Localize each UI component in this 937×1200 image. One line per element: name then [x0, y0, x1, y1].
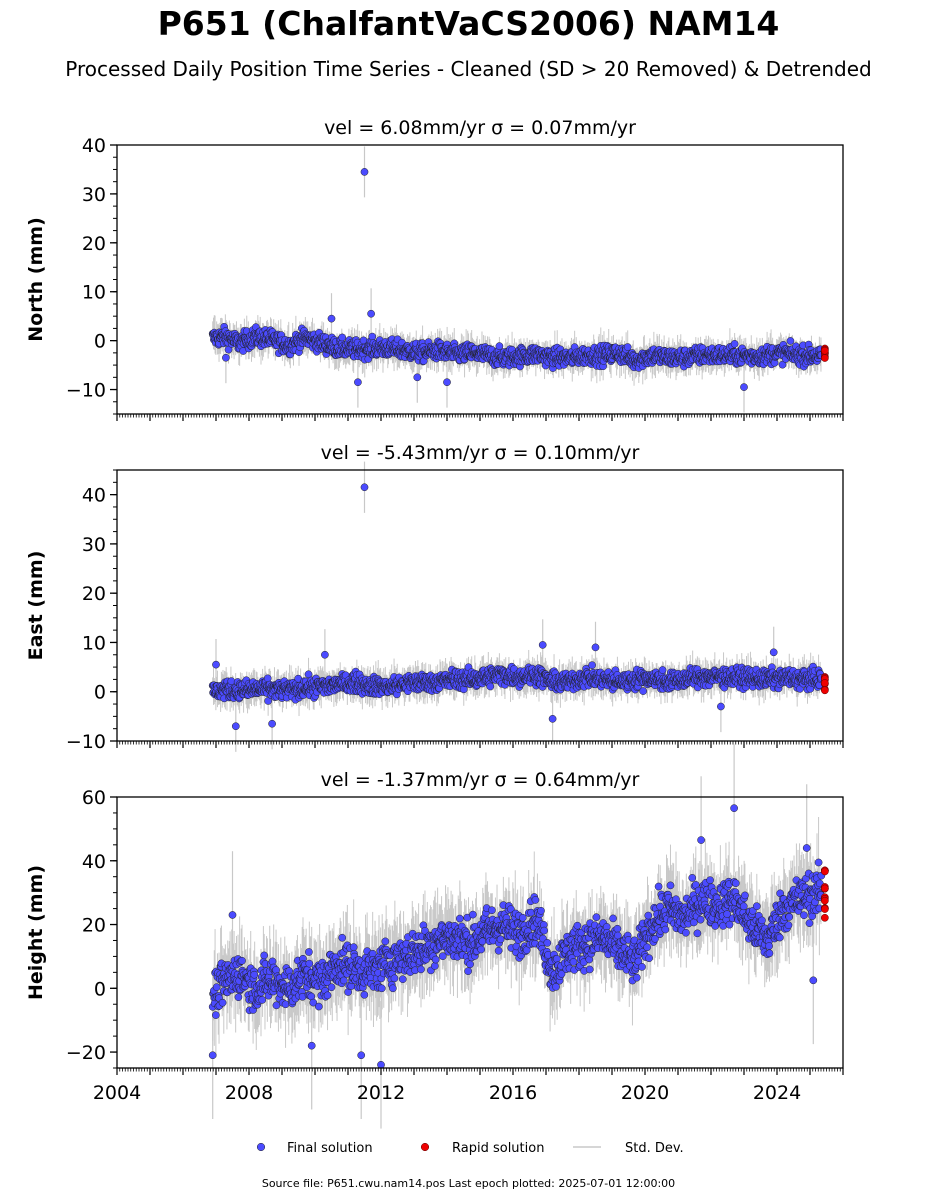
legend-label: Rapid solution [452, 1141, 544, 1156]
y-tick-label: 40 [82, 135, 106, 157]
outlier-point [307, 1041, 316, 1050]
std-dev-bars [212, 461, 822, 752]
legend-item-final-dot: Final solution [256, 1141, 373, 1156]
legend-label: Final solution [287, 1141, 373, 1156]
panel-title: vel = -5.43mm/yr σ = 0.10mm/yr [321, 442, 640, 464]
legend-label: Std. Dev. [625, 1141, 684, 1156]
y-tick-label: 0 [94, 978, 106, 1000]
outlier-point [268, 719, 276, 728]
x-tick-label: 2024 [753, 1082, 801, 1104]
source-footer: Source file: P651.cwu.nam14.pos Last epo… [261, 1177, 676, 1190]
x-tick-label: 2016 [489, 1082, 537, 1104]
outlier-point [809, 976, 818, 985]
y-axis-label: East (mm) [25, 551, 47, 661]
outlier-point [413, 373, 422, 382]
y-tick-label: −20 [66, 1042, 106, 1064]
outlier-point [717, 702, 725, 711]
legend-item-rapid-dot: Rapid solution [420, 1141, 544, 1156]
y-tick-label: −10 [66, 380, 106, 402]
rapid-solution-points [821, 673, 829, 695]
panel-height: vel = -1.37mm/yr σ = 0.64mm/yr Height (mm… [25, 744, 844, 1129]
y-tick-label: 20 [82, 233, 106, 255]
outlier-point [231, 722, 240, 731]
rapid-solution-points [821, 344, 829, 362]
y-tick-label: 30 [82, 184, 106, 206]
outlier-point [730, 804, 738, 813]
panel-east: vel = -5.43mm/yr σ = 0.10mm/yr East (mm) −… [25, 442, 844, 753]
y-tick-label: 60 [82, 787, 106, 809]
final-solution-points [208, 168, 826, 391]
outlier-point [321, 650, 329, 659]
y-tick-label: 0 [94, 331, 106, 353]
std-dev-bars [212, 146, 822, 413]
outlier-point [222, 353, 230, 362]
outlier-point [357, 1051, 366, 1060]
rapid-solution-points [821, 866, 829, 922]
final-solution-points [208, 804, 826, 1069]
legend: Final solution Rapid solution Std. Dev. [256, 1141, 684, 1156]
final-solution-points [208, 483, 826, 731]
outlier-point [367, 309, 375, 318]
outlier-point [548, 714, 557, 723]
outlier-point [740, 383, 748, 391]
y-tick-label: 40 [82, 851, 106, 873]
y-axis-label: North (mm) [25, 217, 47, 342]
outlier-point [354, 378, 362, 387]
outlier-point [443, 378, 451, 387]
outlier-point [538, 641, 547, 649]
y-tick-label: −10 [66, 731, 106, 753]
x-tick-label: 2012 [357, 1082, 405, 1104]
outlier-point [769, 648, 778, 657]
y-tick-label: 40 [82, 485, 106, 507]
y-tick-label: 30 [82, 534, 106, 556]
outlier-point [228, 911, 237, 919]
figure-subtitle: Processed Daily Position Time Series - C… [65, 57, 872, 81]
panel-title: vel = 6.08mm/yr σ = 0.07mm/yr [324, 117, 636, 139]
outlier-point [377, 1060, 385, 1069]
panel-title: vel = -1.37mm/yr σ = 0.64mm/yr [321, 769, 640, 791]
outlier-point [360, 483, 369, 492]
panel-north: vel = 6.08mm/yr σ = 0.07mm/yr North (mm) −… [25, 117, 844, 421]
outlier-point [802, 844, 811, 852]
outlier-point [208, 1051, 217, 1060]
y-tick-label: 20 [82, 915, 106, 937]
outlier-point [360, 168, 369, 176]
outlier-point [591, 643, 600, 652]
legend-item-std-line: Std. Dev. [573, 1141, 684, 1156]
y-tick-label: 10 [82, 632, 106, 654]
figure-title: P651 (ChalfantVaCS2006) NAM14 [157, 4, 780, 43]
y-tick-label: 20 [82, 583, 106, 605]
outlier-point [212, 660, 220, 669]
x-tick-label: 2004 [93, 1082, 141, 1104]
outlier-point [327, 314, 336, 323]
y-tick-label: 0 [94, 682, 106, 704]
y-axis-label: Height (mm) [25, 865, 47, 1000]
outlier-point [697, 836, 705, 844]
x-tick-label: 2020 [621, 1082, 669, 1104]
y-tick-label: 10 [82, 282, 106, 304]
legend-marker [420, 1142, 430, 1152]
x-tick-label: 2008 [225, 1082, 273, 1104]
legend-marker [256, 1142, 266, 1152]
